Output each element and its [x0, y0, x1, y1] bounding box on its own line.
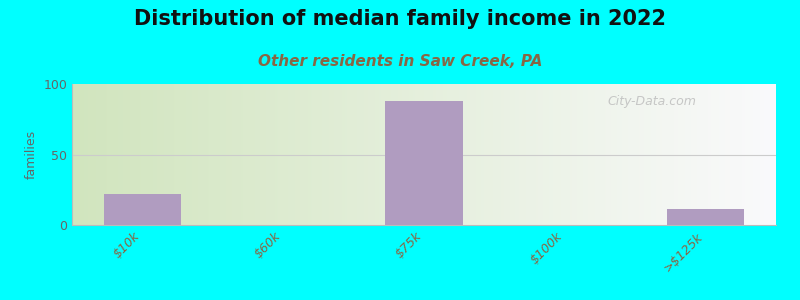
Text: Other residents in Saw Creek, PA: Other residents in Saw Creek, PA [258, 54, 542, 69]
Text: City-Data.com: City-Data.com [607, 95, 696, 108]
Bar [386, 101, 462, 225]
Bar [667, 209, 744, 225]
Text: Distribution of median family income in 2022: Distribution of median family income in … [134, 9, 666, 29]
Y-axis label: families: families [25, 130, 38, 179]
Bar [104, 194, 181, 225]
